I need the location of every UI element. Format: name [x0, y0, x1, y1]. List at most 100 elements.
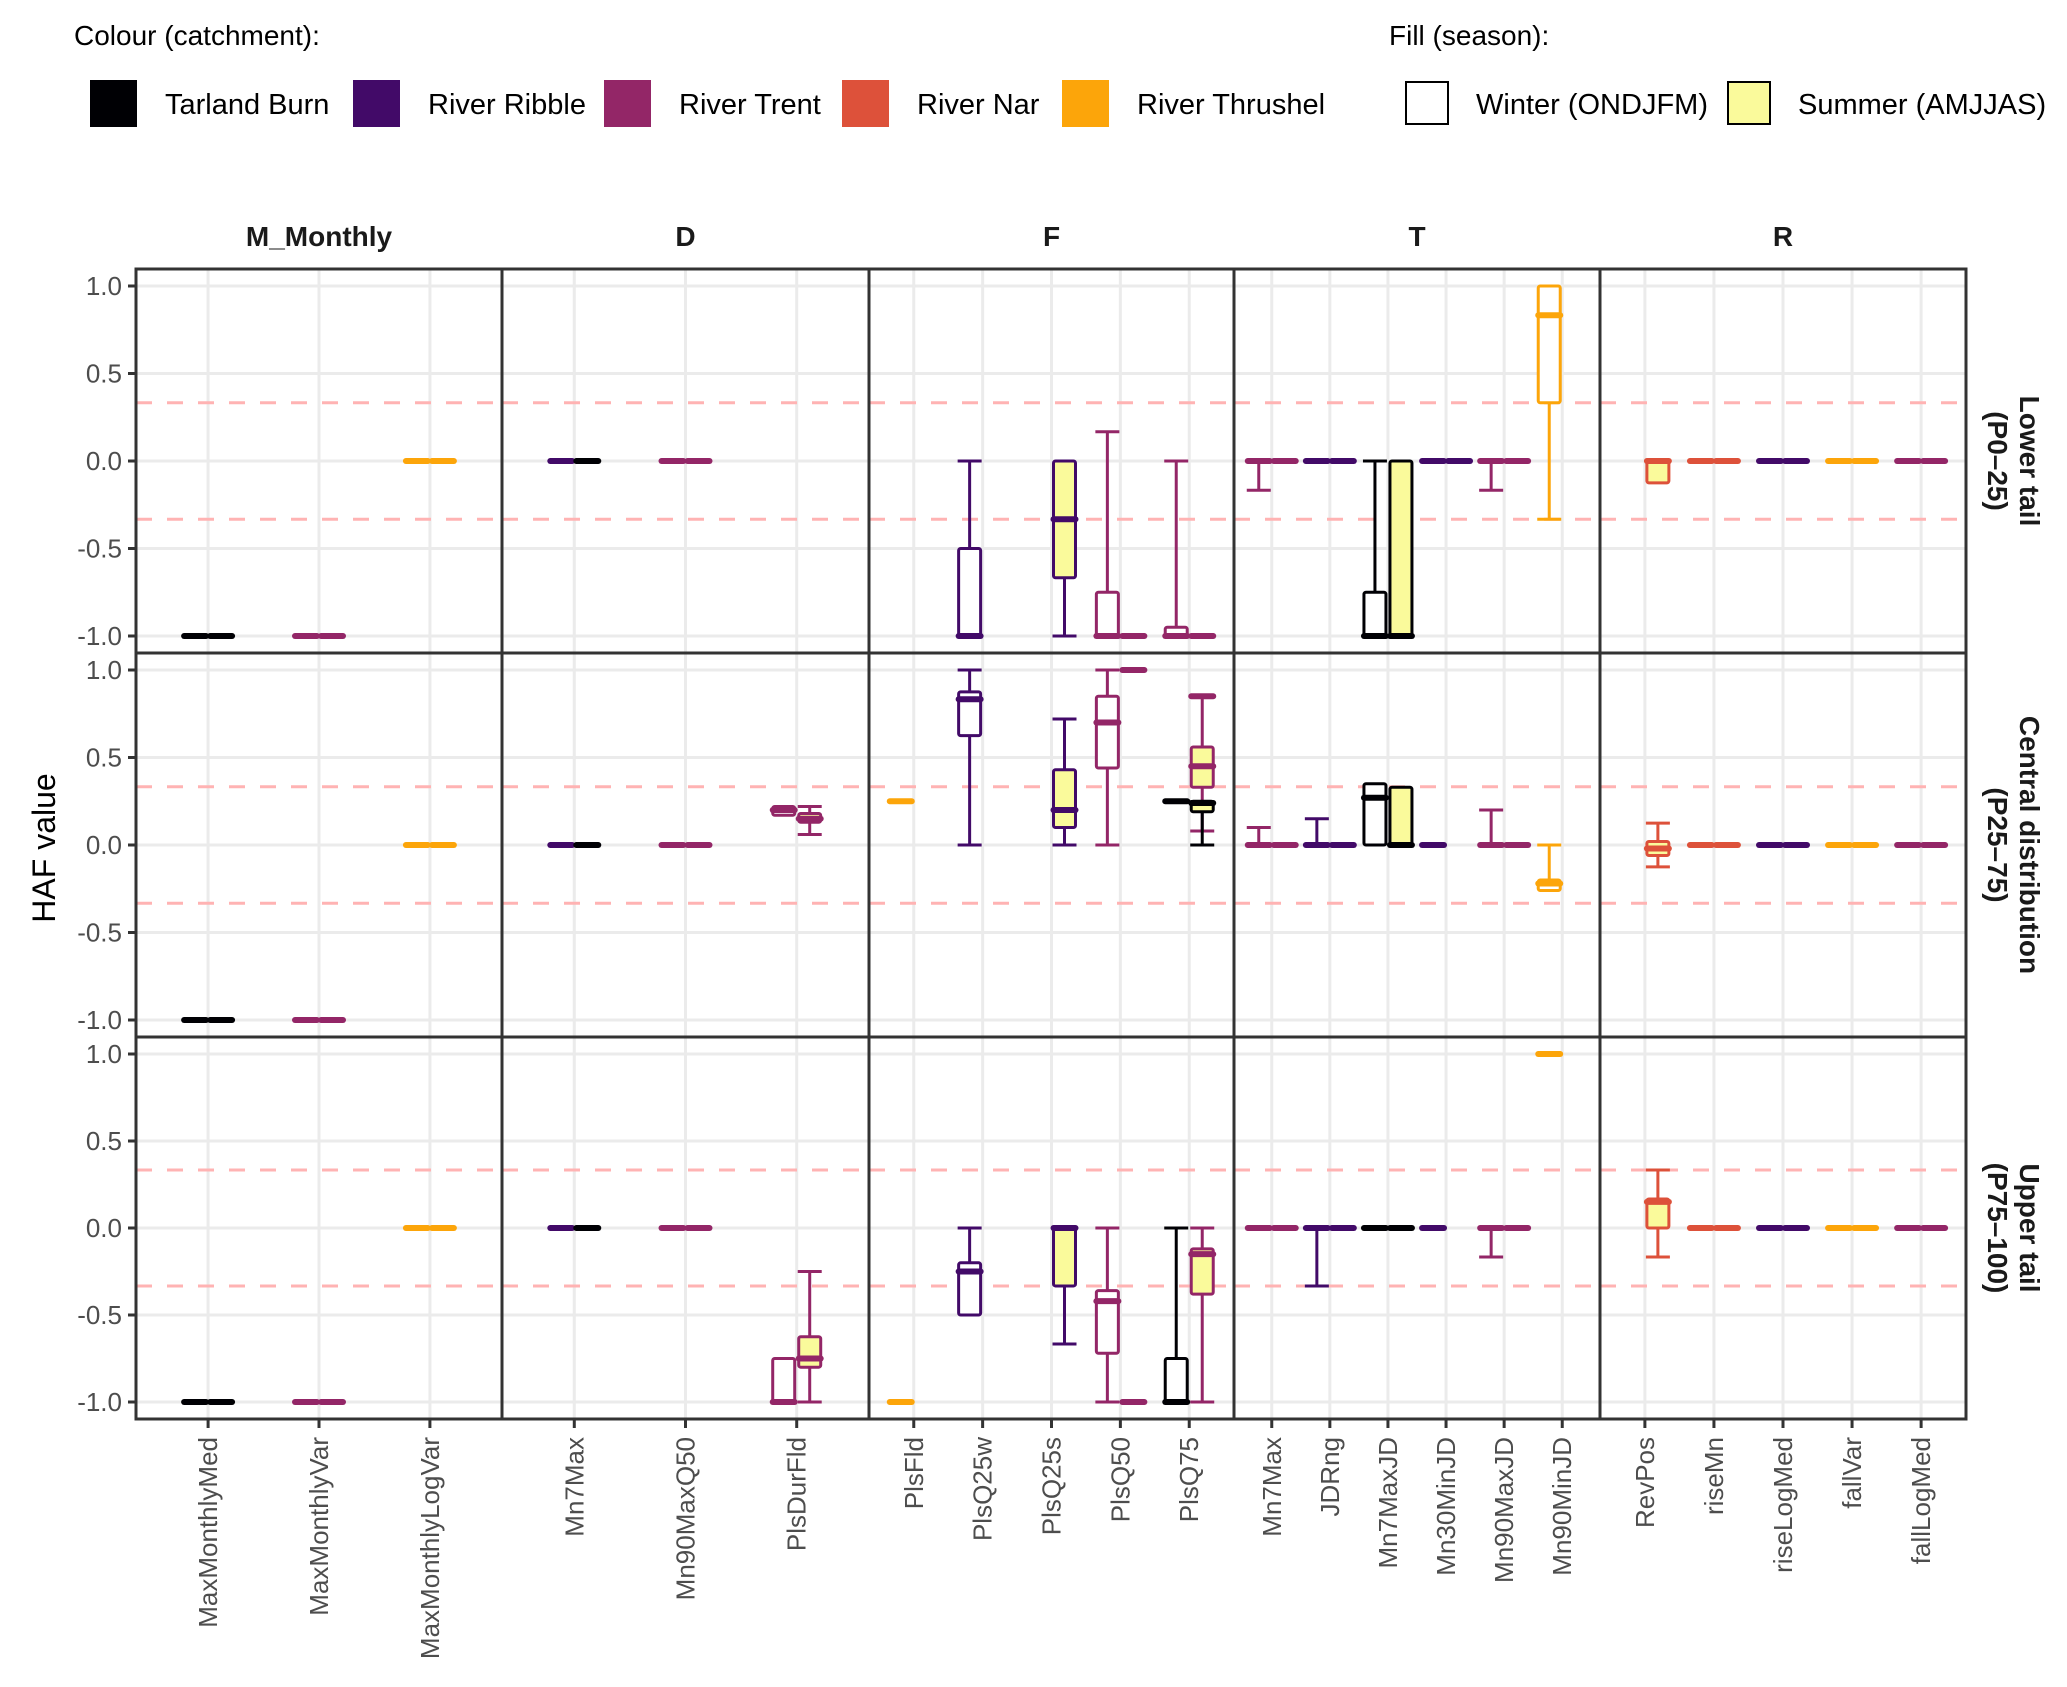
legend-label-thrushel: River Thrushel	[1137, 89, 1325, 121]
legend-label-tarland: Tarland Burn	[165, 89, 329, 121]
box-trent-winter	[1093, 430, 1122, 639]
box-tarland-summer	[1386, 785, 1415, 848]
legend-label-ribble: River Ribble	[428, 89, 586, 121]
box-ribble-summer	[1050, 1225, 1079, 1346]
x-tick-label-revpos: RevPos	[1630, 1437, 1660, 1528]
x-tick-label-maxmonthlymed: MaxMonthlyMed	[193, 1437, 223, 1628]
legend-swatch-trent	[604, 80, 651, 127]
y-tick-label: 0.5	[86, 743, 122, 773]
x-tick-label-jdrng: JDRng	[1315, 1437, 1345, 1516]
facet-strip-m_monthly: M_Monthly	[246, 221, 393, 252]
box-thrushel-winter	[1535, 284, 1564, 521]
x-tick-label-riselogmed: riseLogMed	[1768, 1437, 1798, 1573]
box-trent-winter	[1477, 808, 1506, 848]
box-iqr	[1052, 1226, 1077, 1288]
y-tick-label: 0.0	[86, 446, 122, 476]
x-tick-label-mn7maxjd: Mn7MaxJD	[1373, 1437, 1403, 1568]
legend-label-trent: River Trent	[679, 89, 821, 121]
box-trent-winter	[1477, 1225, 1506, 1259]
legend-swatch-nar	[842, 80, 889, 127]
box-tarland-winter	[1360, 459, 1389, 639]
box-ribble-winter	[955, 668, 984, 847]
box-trent-winter	[1162, 459, 1191, 639]
facet-row-label-lower: Lower tail(P0–25)	[1982, 396, 2045, 527]
y-tick-label: 0.0	[86, 830, 122, 860]
x-tick-label-mn7max: Mn7Max	[1257, 1437, 1287, 1537]
facet-strip-f: F	[1043, 221, 1060, 252]
box-nar-summer	[1643, 1168, 1672, 1259]
y-axis-title: HAF value	[26, 773, 62, 922]
y-tick-label: 1.0	[86, 655, 122, 685]
legend-swatch-thrushel	[1062, 80, 1109, 127]
legend: Colour (catchment): Fill (season): Tarla…	[74, 20, 2046, 127]
legend-swatch-ribble	[353, 80, 400, 127]
x-tick-label-plsq25w: PlsQ25w	[968, 1437, 998, 1541]
x-tick-label-risemn: riseMn	[1699, 1437, 1729, 1515]
box-trent-summer	[795, 1270, 824, 1404]
x-tick-label-plsfld: PlsFld	[899, 1437, 929, 1509]
y-tick-label: -1.0	[77, 1387, 122, 1417]
facet-strip-d: D	[675, 221, 695, 252]
x-tick-label-maxmonthlylogvar: MaxMonthlyLogVar	[415, 1437, 445, 1659]
x-tick-label-falllogmed: fallLogMed	[1906, 1437, 1936, 1564]
box-tarland-summer	[1188, 799, 1217, 847]
box-trent-winter	[1477, 458, 1506, 492]
box-iqr	[1094, 590, 1120, 638]
x-tick-label-plsq75: PlsQ75	[1174, 1437, 1204, 1522]
box-trent-winter	[1244, 826, 1273, 848]
box-trent-winter	[1093, 1226, 1122, 1404]
facet-strip-t: T	[1408, 221, 1425, 252]
x-tick-label-plsdurfld: PlsDurFld	[782, 1437, 812, 1551]
box-trent-summer	[1188, 694, 1217, 833]
x-tick-label-mn7max: Mn7Max	[559, 1437, 589, 1537]
box-trent-winter	[769, 1357, 798, 1405]
box-ribble-winter	[955, 459, 984, 639]
facet-row-name: Upper tail	[2014, 1163, 2045, 1292]
y-tick-label: 0.5	[86, 359, 122, 389]
box-trent-summer	[1188, 1226, 1217, 1404]
y-tick-label: 1.0	[86, 271, 122, 301]
facet-strip-r: R	[1773, 221, 1793, 252]
box-iqr	[1163, 1357, 1189, 1404]
legend-fill-title: Fill (season):	[1389, 20, 1549, 51]
box-iqr	[1536, 284, 1562, 405]
box-iqr	[797, 1335, 823, 1369]
box-iqr	[1388, 785, 1414, 847]
box-ribble-summer	[1050, 717, 1079, 847]
box-ribble-winter	[1302, 1225, 1331, 1288]
box-iqr	[1362, 590, 1388, 638]
facet-row-sub: (P75–100)	[1982, 1163, 2013, 1294]
box-iqr	[1094, 694, 1120, 770]
y-tick-label: 1.0	[86, 1039, 122, 1069]
box-ribble-summer	[1050, 459, 1079, 638]
box-iqr	[1052, 768, 1077, 829]
y-tick-label: 0.5	[86, 1126, 122, 1156]
x-tick-label-plsq25s: PlsQ25s	[1037, 1437, 1067, 1535]
legend-colour-title: Colour (catchment):	[74, 20, 320, 51]
panel-central-f	[869, 653, 1234, 1037]
box-tarland-summer	[1386, 459, 1415, 639]
box-ribble-winter	[1302, 817, 1331, 848]
facet-row-sub: (P0–25)	[1982, 411, 2013, 511]
box-iqr	[1645, 459, 1671, 485]
facet-row-name: Central distribution	[2014, 716, 2045, 974]
box-iqr	[957, 547, 983, 638]
box-iqr	[1189, 1247, 1215, 1296]
legend-label-summer: Summer (AMJJAS)	[1798, 89, 2046, 121]
y-tick-label: -1.0	[77, 1005, 122, 1035]
legend-swatch-summer	[1727, 81, 1771, 125]
box-trent-winter	[1093, 668, 1122, 847]
y-tick-label: 0.0	[86, 1213, 122, 1243]
facet-row-label-central: Central distribution(P25–75)	[1982, 716, 2045, 974]
x-tick-label-mn90maxq50: Mn90MaxQ50	[671, 1437, 701, 1600]
box-ribble-winter	[955, 1226, 984, 1317]
y-tick-label: -0.5	[77, 918, 122, 948]
box-trent-summer	[795, 805, 824, 836]
legend-label-winter: Winter (ONDJFM)	[1476, 89, 1708, 121]
box-nar-summer	[1643, 458, 1672, 485]
box-iqr	[771, 1357, 797, 1404]
box-iqr	[1094, 1289, 1120, 1355]
x-tick-label-plsq50: PlsQ50	[1105, 1437, 1135, 1522]
box-iqr	[1362, 782, 1388, 847]
box-nar-summer	[1643, 821, 1672, 869]
